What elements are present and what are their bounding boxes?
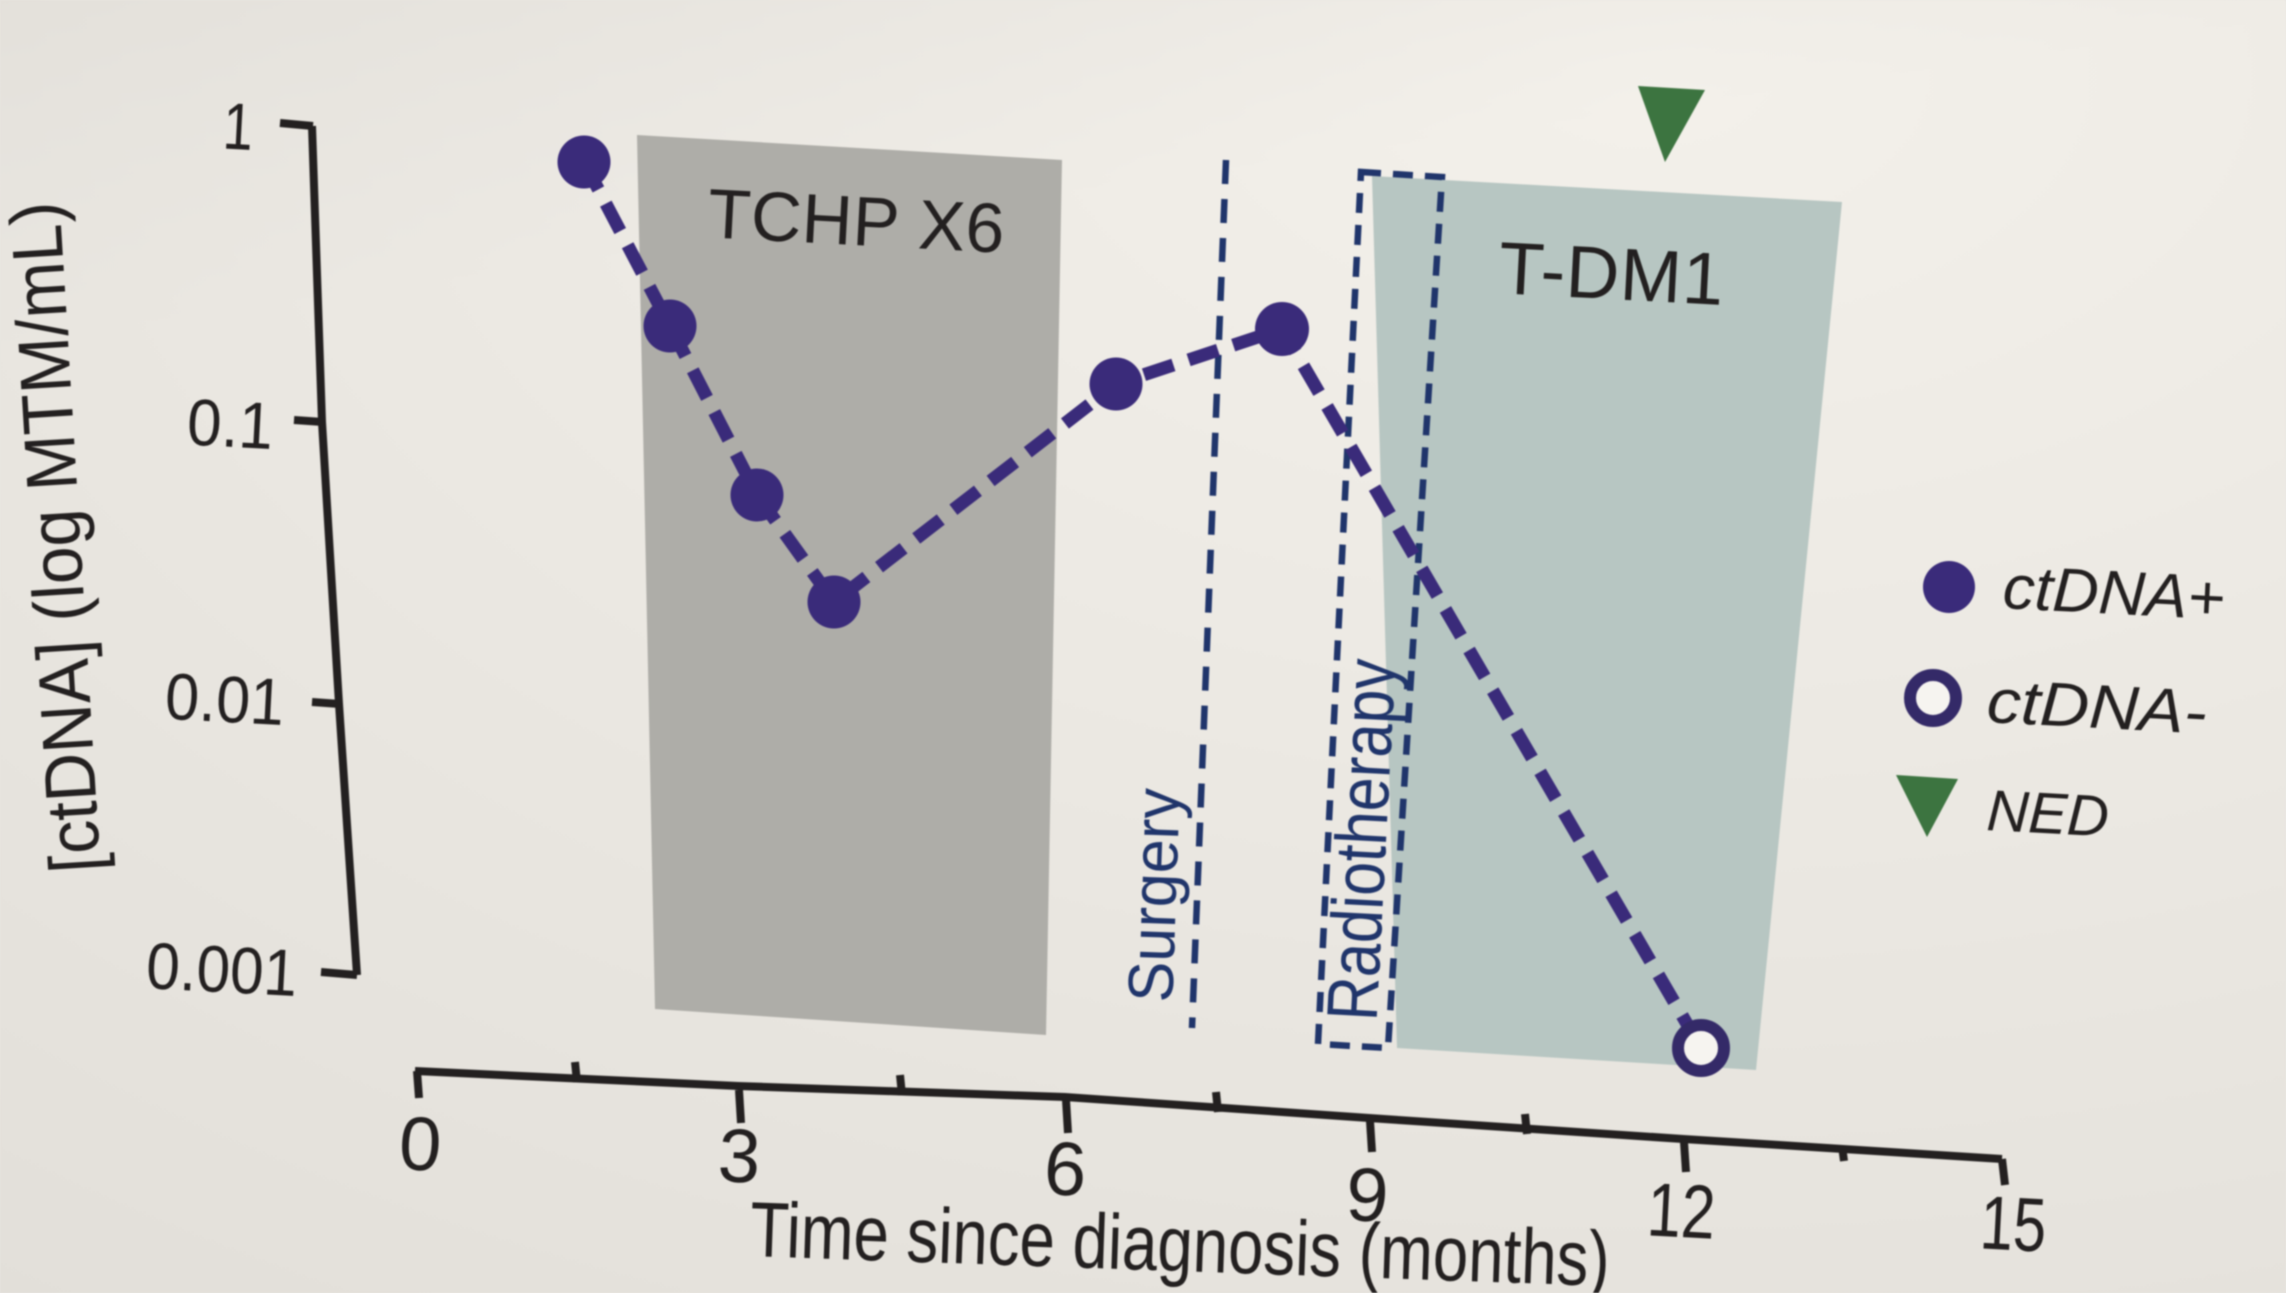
svg-text:12: 12 (1645, 1167, 1717, 1255)
svg-text:ctDNA-: ctDNA- (1985, 667, 2208, 747)
svg-text:3: 3 (716, 1113, 763, 1200)
svg-text:T-DM1: T-DM1 (1497, 226, 1726, 321)
svg-text:Surgery: Surgery (1114, 787, 1193, 1003)
svg-text:ctDNA+: ctDNA+ (2001, 553, 2226, 634)
svg-text:15: 15 (1978, 1180, 2048, 1268)
svg-text:9: 9 (1344, 1152, 1391, 1239)
svg-text:6: 6 (1042, 1126, 1089, 1213)
svg-text:0.1: 0.1 (185, 385, 275, 463)
svg-text:0.01: 0.01 (163, 659, 286, 739)
svg-text:0: 0 (397, 1101, 444, 1188)
svg-text:1: 1 (221, 89, 255, 164)
svg-text:0.001: 0.001 (144, 928, 299, 1010)
svg-text:TCHP X6: TCHP X6 (706, 174, 1007, 267)
svg-text:Radiotherapy: Radiotherapy (1313, 657, 1412, 1023)
svg-text:NED: NED (1985, 778, 2110, 849)
